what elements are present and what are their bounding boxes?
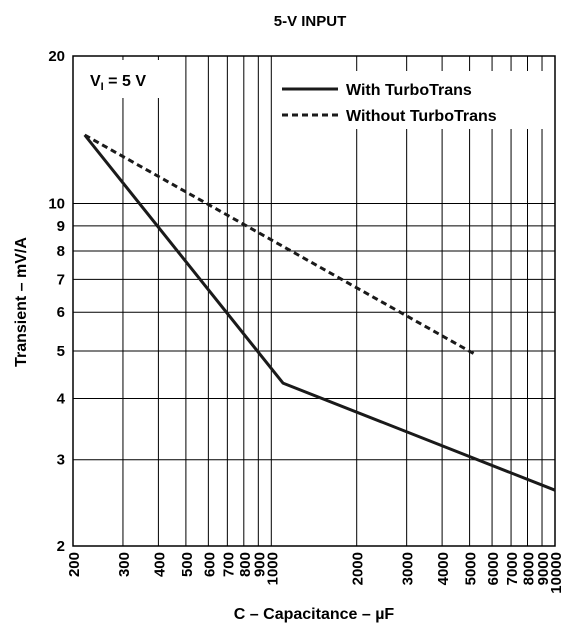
legend-label-with-turbotrans: With TurboTrans: [346, 82, 472, 99]
annotation-text: VI = 5 V: [90, 73, 146, 93]
y-tick-label: 4: [57, 390, 66, 407]
y-tick-label: 5: [57, 343, 65, 360]
x-tick-label: 7000: [504, 552, 521, 585]
x-tick-label: 800: [237, 552, 254, 577]
x-tick-label: 900: [251, 552, 268, 577]
y-tick-label: 7: [57, 271, 65, 288]
plot-frame: [72, 55, 556, 547]
annotation-background: [77, 60, 173, 98]
x-tick-label: 200: [66, 552, 83, 577]
y-tick-label: 8: [57, 243, 65, 260]
annotation-box: VI = 5 V: [77, 60, 173, 98]
x-tick-label: 600: [201, 552, 218, 577]
x-tick-label: 700: [220, 552, 237, 577]
x-tick-label: 6000: [485, 552, 502, 585]
x-tick-label: 3000: [400, 552, 417, 585]
series-line-with-turbotrans: [83, 134, 556, 492]
y-tick-label: 6: [57, 304, 65, 321]
x-tick-label: 4000: [435, 552, 452, 585]
y-tick-labels: 2 3 4 5 6 7 8 9 10 20: [48, 48, 65, 555]
legend-background: [275, 71, 551, 129]
x-axis-label: C – Capacitance – µF: [234, 606, 395, 623]
x-tick-label: 10000: [548, 552, 565, 594]
x-tick-label: 300: [116, 552, 133, 577]
x-tick-label: 5000: [463, 552, 480, 585]
annotation-main: V: [90, 73, 101, 90]
annotation-sub: I: [101, 81, 104, 93]
x-tick-label: 500: [179, 552, 196, 577]
annotation-rest: = 5 V: [104, 73, 147, 90]
series-layer: [83, 133, 556, 492]
y-tick-label: 2: [57, 538, 65, 555]
x-tick-label: 2000: [350, 552, 367, 585]
legend: With TurboTrans Without TurboTrans: [275, 71, 551, 129]
x-tick-label: 400: [151, 552, 168, 577]
x-tick-label: 9000: [535, 552, 552, 585]
chart-title: 5-V INPUT: [274, 13, 347, 30]
y-tick-label: 10: [48, 196, 65, 213]
grid: [72, 55, 556, 547]
series-line-without-turbotrans: [83, 133, 478, 357]
x-tick-label: 1000: [264, 552, 281, 585]
y-tick-label: 3: [57, 452, 65, 469]
y-tick-label: 9: [57, 218, 65, 235]
y-tick-label: 20: [48, 48, 65, 65]
y-axis-label: Transient – mV/A: [13, 237, 30, 367]
legend-label-without-turbotrans: Without TurboTrans: [346, 108, 497, 125]
x-tick-label: 8000: [521, 552, 538, 585]
